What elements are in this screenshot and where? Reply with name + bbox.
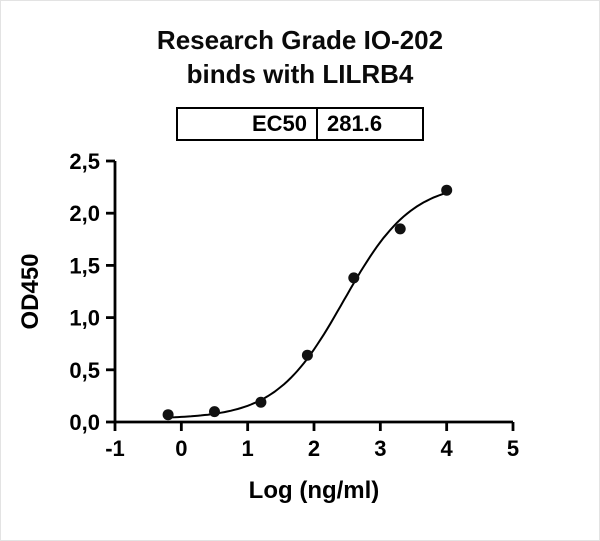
ec50-label-cell: EC50 xyxy=(251,111,307,136)
data-point xyxy=(441,184,453,196)
x-tick-label: 2 xyxy=(308,436,320,461)
x-tick-label: 4 xyxy=(441,436,454,461)
y-tick-label: 0,5 xyxy=(69,358,100,383)
y-tick-label: 2,5 xyxy=(69,149,100,174)
ec50-value-cell: 281.6 xyxy=(316,109,422,139)
chart-title-line-2: binds with LILRB4 xyxy=(186,59,414,89)
y-tick-label: 0,0 xyxy=(69,410,100,435)
chart-svg: -1 0 1 2 3 4 5 0,0 0,5 1,0 1,5 2,0 2,5 Log (ng/ml) OD4… xyxy=(17,149,519,504)
y-tick-label: 1,0 xyxy=(69,306,100,331)
x-tick-label: 1 xyxy=(242,436,254,461)
x-tick-label: 5 xyxy=(507,436,519,461)
x-tick-label: 0 xyxy=(175,436,187,461)
ec50-table: EC50 281.6 xyxy=(176,107,424,141)
y-tick-label: 1,5 xyxy=(69,253,100,278)
data-point xyxy=(394,223,406,235)
x-tick-label: -1 xyxy=(105,436,125,461)
data-point xyxy=(301,349,313,361)
chart-title: Research Grade IO-202 binds with LILRB4 xyxy=(157,23,443,91)
chart-title-line-1: Research Grade IO-202 xyxy=(156,25,444,55)
x-axis-title: Log (ng/ml) xyxy=(249,477,380,504)
y-tick-label: 2,0 xyxy=(69,201,100,226)
data-point xyxy=(255,396,267,408)
data-point xyxy=(162,409,174,421)
y-axis-title: OD450 xyxy=(17,253,44,329)
data-point xyxy=(209,406,220,418)
x-tick-label: 3 xyxy=(374,436,386,461)
data-point xyxy=(348,272,360,284)
